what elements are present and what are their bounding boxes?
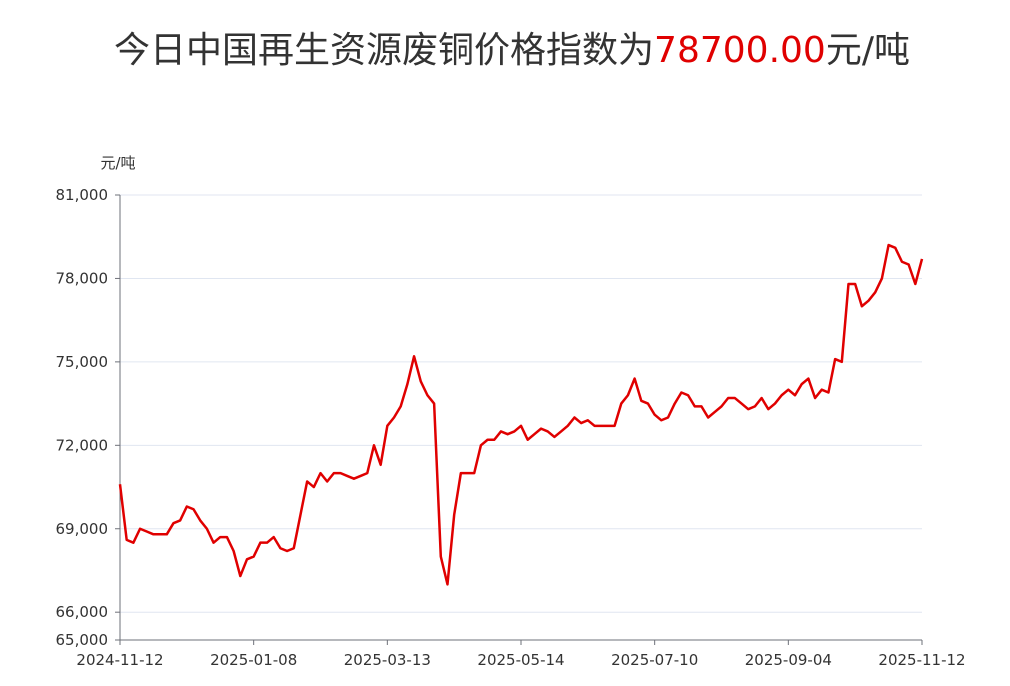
y-tick-label: 78,000 <box>56 269 109 287</box>
x-tick-label: 2025-11-12 <box>878 651 965 669</box>
title-text: 今日中国再生资源废铜价格指数为 <box>114 30 654 71</box>
title-unit: 元/吨 <box>826 30 910 71</box>
x-tick-label: 2024-11-12 <box>76 651 163 669</box>
y-tick-label: 72,000 <box>56 436 109 454</box>
y-tick-label: 81,000 <box>56 186 109 204</box>
y-tick-label: 66,000 <box>56 603 109 621</box>
x-tick-label: 2025-01-08 <box>210 651 297 669</box>
y-tick-label: 65,000 <box>56 631 109 649</box>
x-tick-label: 2025-05-14 <box>477 651 564 669</box>
y-tick-label: 75,000 <box>56 353 109 371</box>
title-value: 78700.00 <box>654 30 826 71</box>
price-line <box>118 243 924 586</box>
y-axis-label: 元/吨 <box>100 154 135 172</box>
x-tick-label: 2025-09-04 <box>745 651 832 669</box>
y-tick-label: 69,000 <box>56 520 109 538</box>
x-tick-label: 2025-07-10 <box>611 651 698 669</box>
x-tick-label: 2025-03-13 <box>344 651 431 669</box>
chart-title: 今日中国再生资源废铜价格指数为78700.00元/吨 <box>114 30 910 71</box>
